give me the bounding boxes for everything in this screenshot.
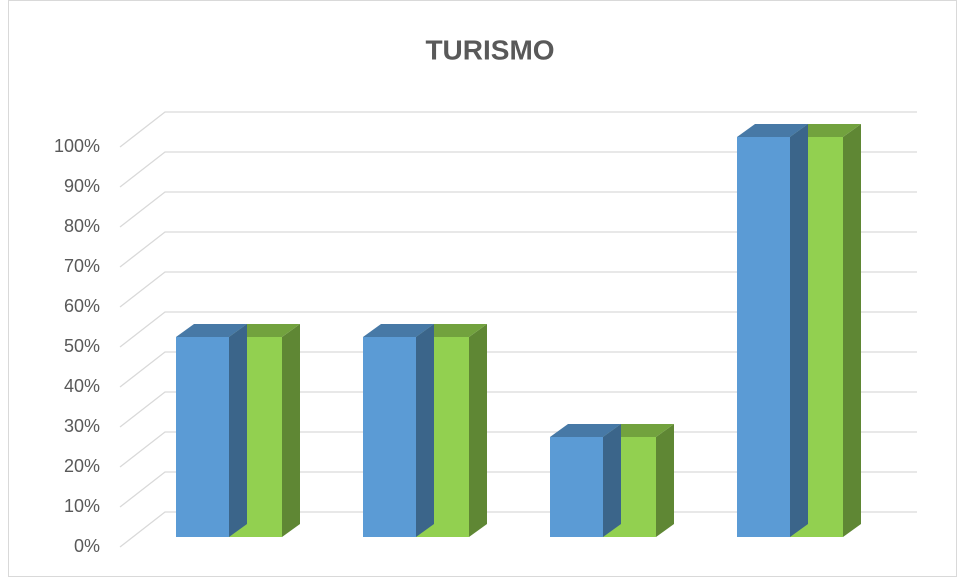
bar-top	[176, 324, 247, 337]
grid-line	[119, 111, 917, 148]
grid-line	[119, 231, 917, 268]
bar-side	[603, 424, 621, 537]
y-tick-label: 50%	[64, 336, 100, 356]
grid-line	[119, 151, 917, 188]
bar-top	[550, 424, 621, 437]
bar	[737, 137, 790, 537]
grid-line	[119, 391, 917, 428]
grid-line	[119, 271, 917, 308]
y-tick-label: 30%	[64, 416, 100, 436]
bar-top	[363, 324, 434, 337]
y-tick-label: 70%	[64, 256, 100, 276]
y-tick-label: 60%	[64, 296, 100, 316]
grid-line	[119, 191, 917, 228]
bar-side	[843, 124, 861, 537]
y-tick-label: 10%	[64, 496, 100, 516]
bar	[176, 337, 229, 537]
y-tick-label: 100%	[54, 136, 100, 156]
y-tick-label: 0%	[74, 536, 100, 556]
bar	[363, 337, 416, 537]
bar-side	[282, 324, 300, 537]
y-tick-label: 90%	[64, 176, 100, 196]
bar-side	[229, 324, 247, 537]
bar-top	[737, 124, 808, 137]
bar-side	[790, 124, 808, 537]
bar-side	[469, 324, 487, 537]
bar-side	[416, 324, 434, 537]
grid-line	[119, 311, 917, 348]
bar	[550, 437, 603, 537]
y-tick-label: 20%	[64, 456, 100, 476]
y-tick-label: 40%	[64, 376, 100, 396]
bar-side	[656, 424, 674, 537]
y-tick-label: 80%	[64, 216, 100, 236]
grid-line	[119, 351, 917, 388]
chart-title: TURISMO	[425, 34, 554, 65]
